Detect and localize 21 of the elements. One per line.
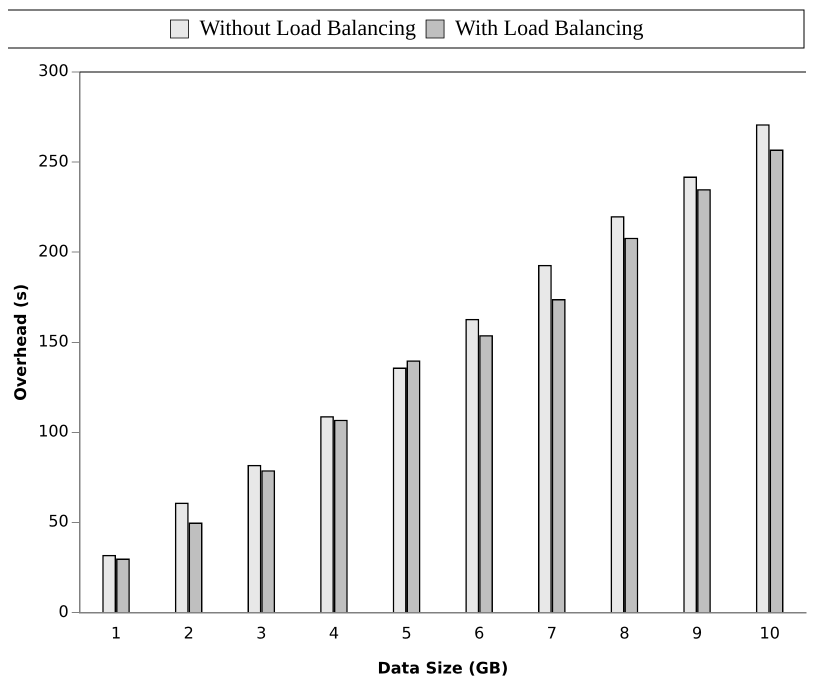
y-tick-label: 150 (38, 331, 69, 350)
y-tick-label: 50 (48, 512, 69, 531)
x-tick-label: 7 (546, 623, 557, 642)
y-tick-label: 200 (38, 241, 69, 260)
x-tick-label: 3 (256, 623, 266, 642)
y-tick-label: 300 (38, 61, 69, 80)
x-tick-label: 8 (619, 623, 630, 642)
x-tick-label: 6 (474, 623, 484, 642)
x-tick-label: 10 (760, 623, 780, 642)
x-tick-label: 5 (401, 623, 412, 642)
legend-label: With Load Balancing (455, 14, 644, 40)
y-axis-title: Overhead (s) (10, 284, 30, 401)
legend-label: Without Load Balancing (199, 14, 416, 40)
y-tick-label: 250 (38, 151, 69, 170)
x-tick-label: 1 (110, 623, 122, 642)
x-axis-title: Data Size (GB) (377, 658, 508, 678)
y-tick-label: 0 (58, 602, 69, 621)
x-tick-label: 9 (692, 623, 702, 642)
y-tick-label: 100 (38, 422, 69, 441)
x-tick-label: 4 (328, 623, 340, 642)
x-tick-label: 2 (184, 623, 194, 642)
